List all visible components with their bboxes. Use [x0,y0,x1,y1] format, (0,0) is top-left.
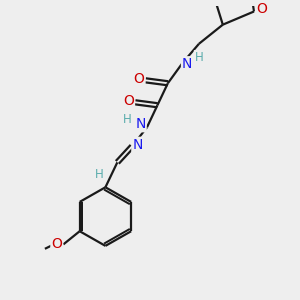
Text: H: H [195,51,203,64]
Text: O: O [256,2,267,16]
Text: N: N [132,138,143,152]
Text: N: N [135,117,146,131]
Text: N: N [182,57,192,71]
Text: H: H [123,112,132,125]
Text: O: O [51,237,62,251]
Text: O: O [123,94,134,108]
Text: O: O [134,72,144,86]
Text: H: H [94,169,103,182]
